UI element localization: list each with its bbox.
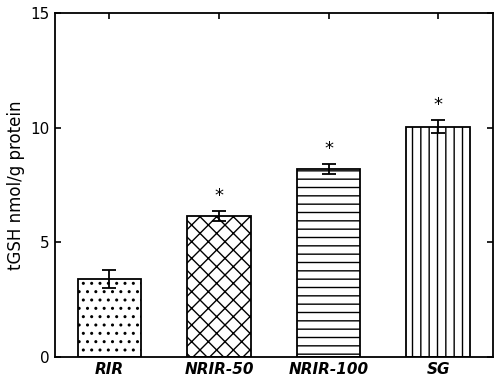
Bar xyxy=(78,279,141,357)
Text: *: * xyxy=(324,140,333,158)
Text: *: * xyxy=(434,96,443,114)
Y-axis label: tGSH nmol/g protein: tGSH nmol/g protein xyxy=(7,100,25,270)
Bar xyxy=(187,216,251,357)
Bar xyxy=(297,169,360,357)
Text: *: * xyxy=(214,187,224,205)
Bar xyxy=(406,127,470,357)
